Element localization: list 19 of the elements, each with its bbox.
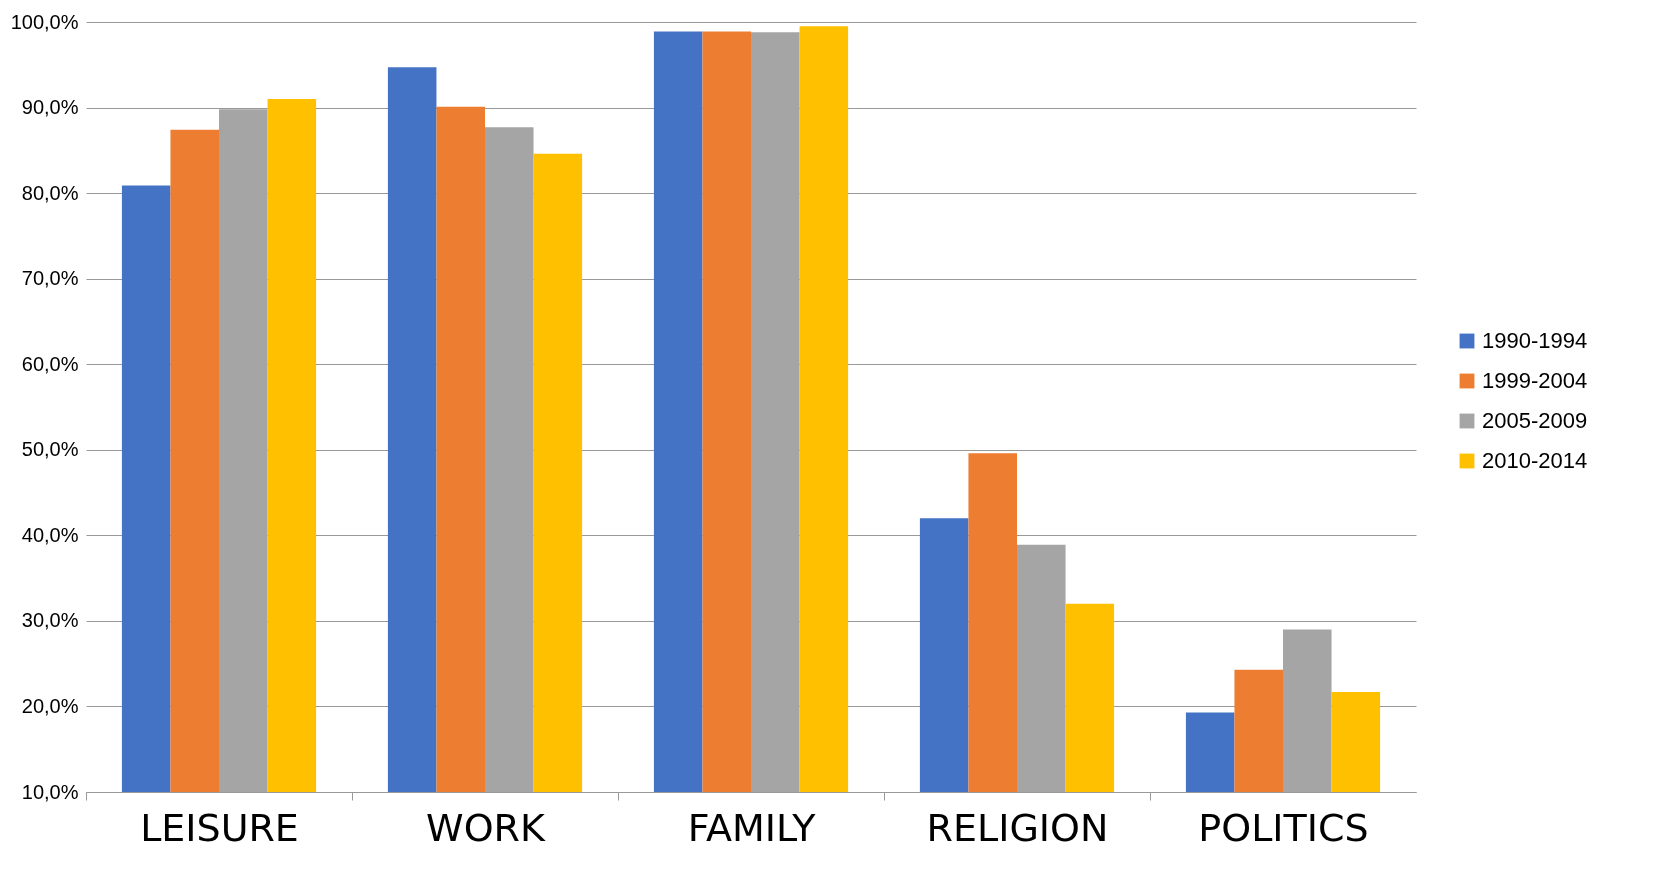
y-tick-label: 80,0% (21, 181, 79, 204)
legend-label: 1999-2004 (1482, 368, 1588, 393)
y-tick-label: 100,0% (10, 10, 79, 33)
x-tick-label: FAMILY (687, 805, 817, 850)
x-tick-label: POLITICS (1198, 805, 1369, 850)
y-tick-label: 40,0% (21, 523, 79, 546)
y-tick-label: 50,0% (21, 438, 79, 461)
legend-label: 2005-2009 (1482, 408, 1588, 433)
y-tick-label: 10,0% (21, 780, 79, 803)
x-tick-label: WORK (426, 805, 546, 850)
y-tick-label: 30,0% (21, 609, 79, 632)
y-tick-label: 70,0% (21, 267, 79, 290)
y-tick-label: 90,0% (21, 96, 79, 119)
legend-label: 1990-1994 (1482, 328, 1588, 353)
y-tick-label: 60,0% (21, 352, 79, 375)
legend-label: 2010-2014 (1482, 448, 1588, 473)
x-tick-label: LEISURE (140, 805, 299, 850)
x-tick-label: RELIGION (926, 805, 1109, 850)
y-tick-label: 20,0% (21, 694, 79, 717)
